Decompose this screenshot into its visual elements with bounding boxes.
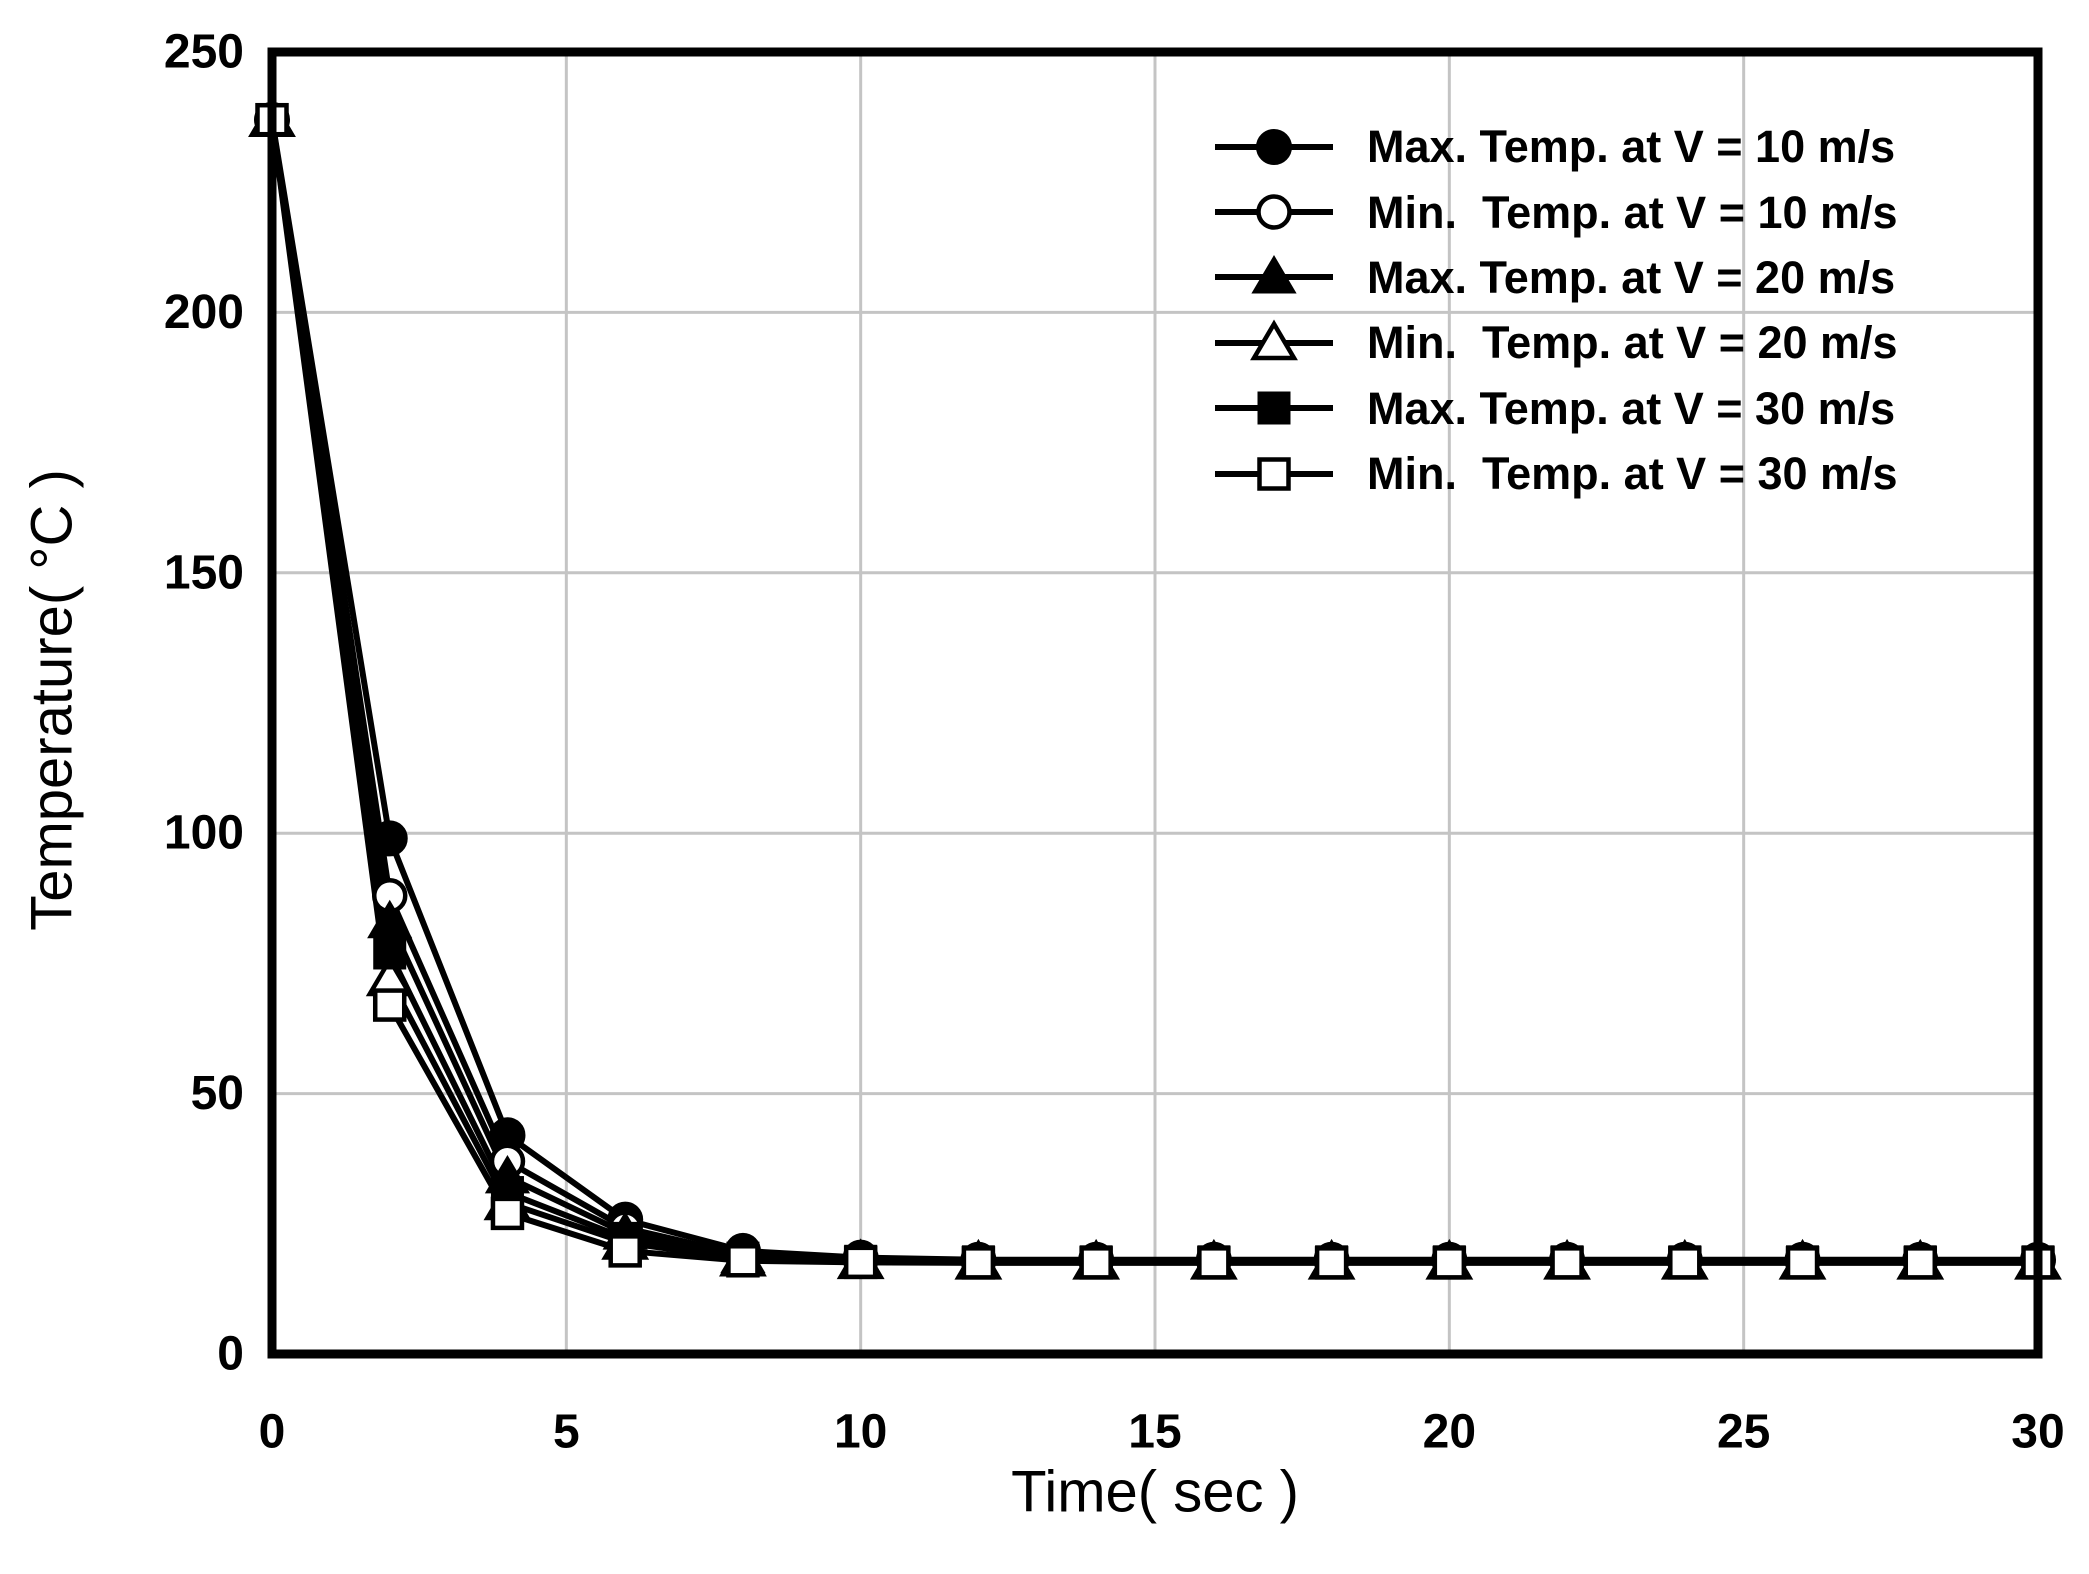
legend-label: Min. Temp. at V = 20 m/s [1367,317,1898,369]
legend-label: Max. Temp. at V = 20 m/s [1367,251,1896,303]
y-tick-label: 0 [217,1328,244,1381]
legend-entry: Min. Temp. at V = 30 m/s [1215,441,1898,506]
open-square-marker [726,1244,760,1278]
open-square-marker [843,1245,878,1280]
y-tick-label: 50 [191,1067,244,1120]
legend-label: Max. Temp. at V = 30 m/s [1367,382,1896,434]
open-square-marker [1314,1246,1349,1280]
legend-sample-filled-square [1215,391,1333,425]
y-tick-label: 200 [164,286,244,339]
open-square-marker [1432,1246,1467,1280]
legend-entry: Max. Temp. at V = 10 m/s [1215,114,1898,179]
open-square-marker [1550,1246,1584,1280]
x-tick-label: 30 [2011,1406,2064,1459]
open-square-marker [1668,1246,1702,1280]
y-tick-label: 150 [164,546,244,599]
filled-circle-marker [371,820,408,857]
legend-sample-filled-triangle [1215,255,1333,294]
y-tick-label: 100 [164,807,244,860]
legend-entry: Min. Temp. at V = 10 m/s [1215,179,1898,244]
filled-square-marker [373,936,407,970]
open-square-marker [1903,1246,1938,1280]
series-line [269,119,2038,1266]
filled-square-marker [1257,391,1291,425]
x-tick-label: 25 [1717,1406,1770,1459]
legend-sample-open-triangle [1215,319,1333,361]
open-square-marker [490,1196,525,1231]
open-square-marker [1079,1246,1113,1280]
open-square-marker [961,1246,996,1280]
open-square-marker [1785,1246,1820,1280]
filled-triangle-marker [1251,255,1297,294]
legend-label: Max. Temp. at V = 10 m/s [1367,121,1896,173]
legend-sample-open-circle [1215,194,1333,230]
x-tick-label: 10 [834,1406,887,1459]
y-tick-label: 250 [164,26,244,79]
open-square-marker [608,1234,642,1268]
x-tick-label: 15 [1128,1406,1181,1459]
legend-sample-open-square [1215,456,1333,491]
legend-label: Min. Temp. at V = 10 m/s [1367,186,1898,238]
y-axis-title: Temperature( °C ) [19,469,85,931]
x-tick-label: 0 [259,1406,286,1459]
x-tick-label: 5 [553,1406,580,1459]
legend: Max. Temp. at V = 10 m/s Min. Temp. at V … [1215,114,1898,506]
open-square-marker [1197,1246,1231,1280]
legend-label: Min. Temp. at V = 30 m/s [1367,448,1898,500]
open-square-marker [1257,456,1291,491]
filled-circle-marker [1256,128,1292,165]
open-square-marker [372,988,407,1022]
legend-entry: Min. Temp. at V = 20 m/s [1215,310,1898,375]
open-circle-marker [1256,194,1292,230]
x-tick-label: 20 [1423,1406,1476,1459]
x-axis-title: Time( sec ) [1011,1459,1299,1525]
legend-sample-filled-circle [1215,128,1333,165]
legend-entry: Max. Temp. at V = 20 m/s [1215,245,1898,310]
legend-entry: Max. Temp. at V = 30 m/s [1215,376,1898,441]
open-triangle-marker [1250,319,1298,361]
plot-frame [267,47,2043,1359]
